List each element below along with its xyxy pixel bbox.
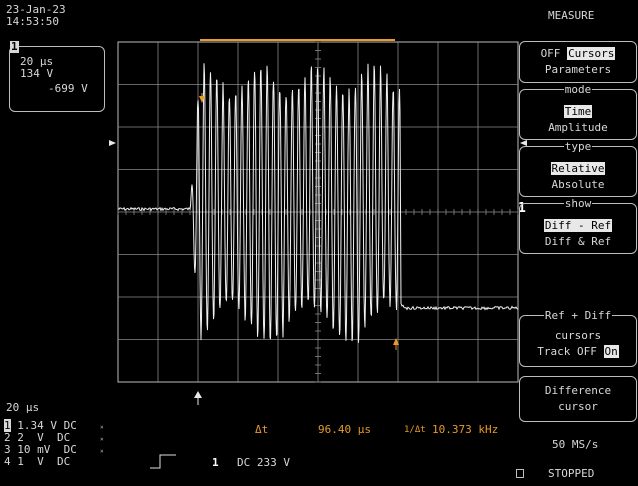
acquisition-state-icon (516, 469, 524, 478)
option-diff-and-ref[interactable]: Diff & Ref (520, 235, 636, 249)
svg-text:×: × (100, 424, 104, 431)
option-cursors[interactable]: Cursors (567, 47, 615, 60)
frequency-value: 10.373 kHz (432, 424, 498, 436)
type-label: type (564, 140, 593, 153)
show-label: show (564, 197, 593, 210)
trigger-level-left-arrow (109, 140, 116, 146)
track-label: Track (537, 345, 570, 358)
sample-rate: 50 MS/s (552, 439, 598, 451)
option-amplitude[interactable]: Amplitude (520, 121, 636, 135)
option-off[interactable]: OFF (541, 47, 561, 60)
cursors-parameters-button[interactable]: OFF Cursors Parameters (519, 41, 637, 83)
trigger-time-arrow (194, 391, 202, 398)
track-subtitle: cursors (520, 329, 636, 343)
option-track-off[interactable]: OFF (577, 345, 597, 358)
frequency-label: 1/Δt (404, 424, 426, 436)
channel-4-setting[interactable]: 1 V DC (17, 455, 70, 468)
option-parameters[interactable]: Parameters (520, 63, 636, 77)
measure-menu: OFF Cursors Parameters mode Time Amplitu… (519, 0, 637, 486)
track-title: Ref + Diff (544, 309, 612, 322)
trigger-edge-icon (150, 452, 178, 470)
channel-4-number: 4 (4, 455, 11, 468)
option-track-on[interactable]: On (604, 345, 619, 358)
option-relative[interactable]: Relative (551, 162, 606, 175)
track-cursors-button[interactable]: Ref + Diff cursors Track OFF On (519, 315, 637, 367)
option-absolute[interactable]: Absolute (520, 178, 636, 192)
acquisition-state: STOPPED (548, 468, 594, 480)
difference-line2: cursor (520, 400, 636, 414)
mode-label: mode (564, 83, 593, 96)
option-diff-ref[interactable]: Diff - Ref (544, 219, 612, 232)
show-button[interactable]: show Diff - Ref Diff & Ref (519, 203, 637, 254)
timebase-readout: 20 μs (6, 402, 39, 414)
difference-cursor-button[interactable]: Difference cursor (519, 376, 637, 422)
mode-button[interactable]: mode Time Amplitude (519, 89, 637, 140)
trigger-channel: 1 (212, 457, 219, 469)
difference-line1: Difference (520, 384, 636, 398)
trigger-setting[interactable]: DC 233 V (237, 457, 290, 469)
svg-text:×: × (100, 436, 104, 443)
option-time[interactable]: Time (564, 105, 593, 118)
delta-t-label: Δt (255, 424, 268, 436)
svg-text:×: × (100, 448, 104, 455)
type-button[interactable]: type Relative Absolute (519, 146, 637, 197)
bandwidth-limit-icons: × × × (100, 420, 112, 468)
delta-t-value: 96.40 μs (318, 424, 371, 436)
